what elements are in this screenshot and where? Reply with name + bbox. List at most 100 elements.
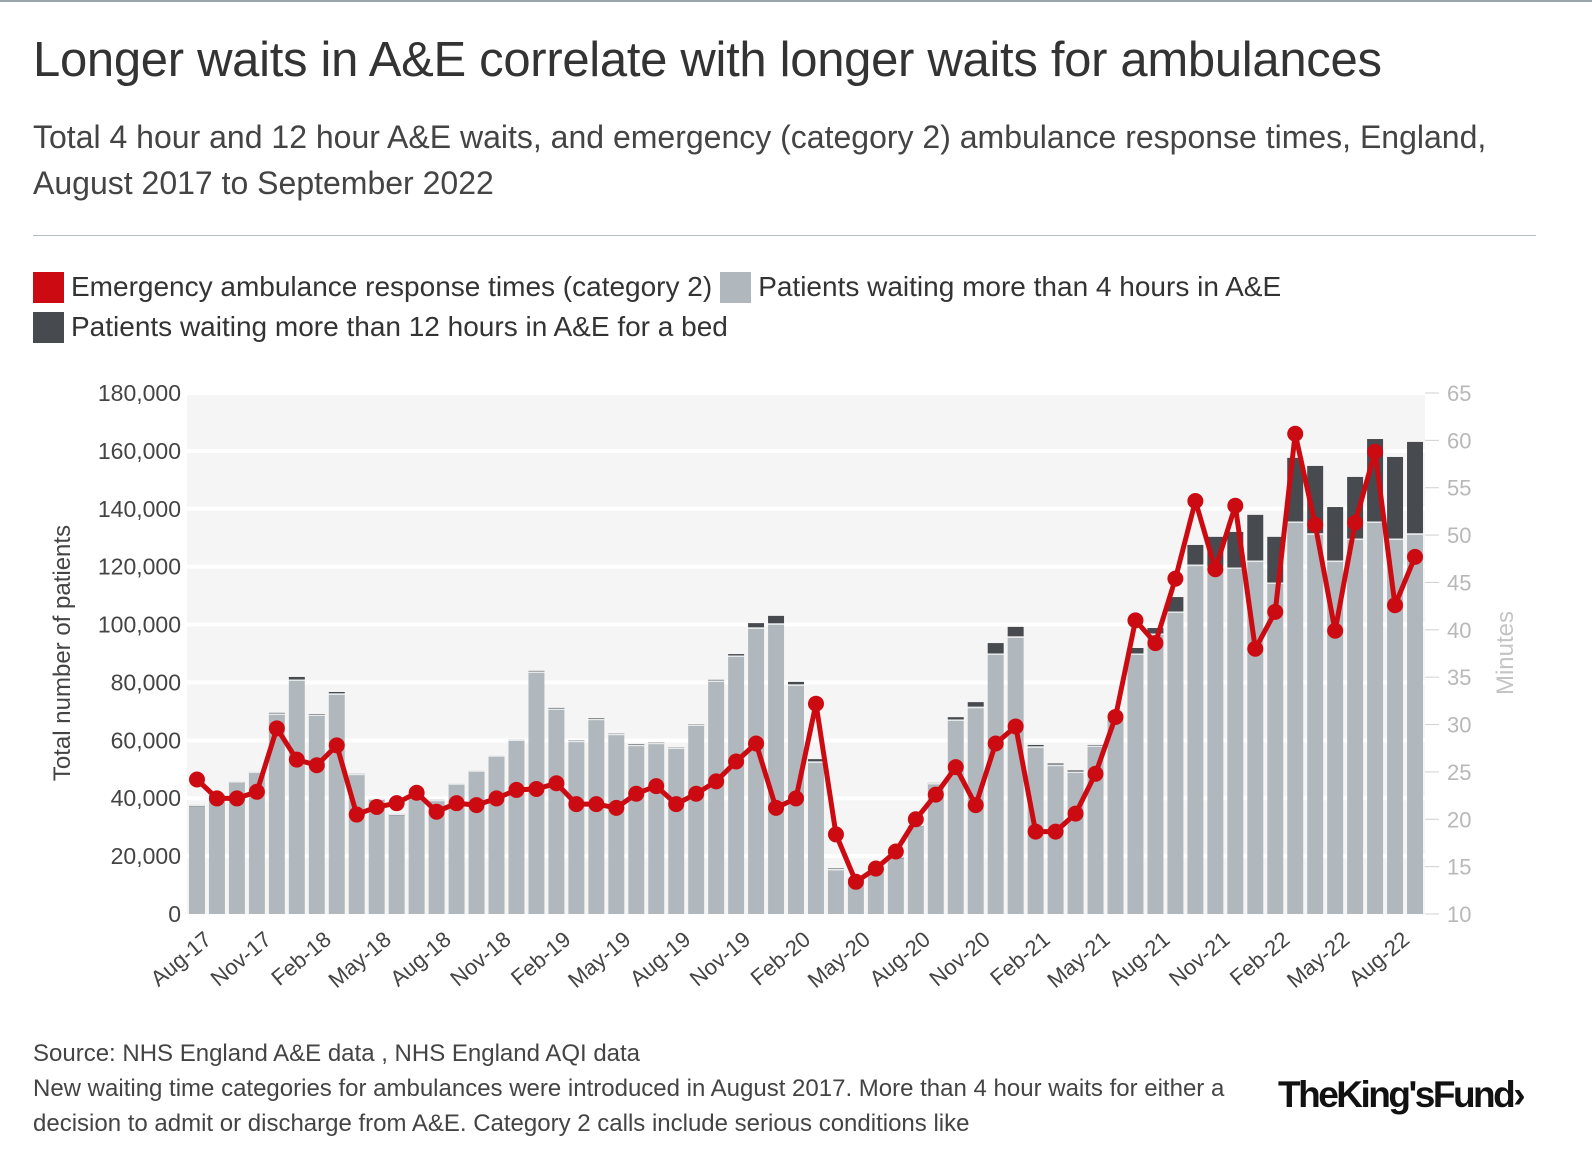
- bar-4hour: [508, 740, 525, 914]
- ambulance-point: [308, 757, 325, 774]
- y-tick-label: 180,000: [98, 380, 181, 406]
- bar-4hour: [1187, 566, 1204, 914]
- bar-4hour: [268, 714, 285, 914]
- x-tick-label: Aug-20: [865, 926, 935, 991]
- ambulance-point: [228, 790, 245, 807]
- ambulance-point: [1307, 516, 1324, 533]
- x-tick-label: Aug-18: [385, 926, 455, 991]
- bar-4hour: [468, 771, 485, 914]
- y-tick-label: 60,000: [111, 727, 181, 753]
- y-tick-label: 80,000: [111, 669, 181, 695]
- bar-4hour: [1007, 637, 1024, 914]
- ambulance-point: [907, 811, 924, 828]
- footer: Source: NHS England A&E data , NHS Engla…: [33, 1036, 1253, 1141]
- legend-item-ambulance[interactable]: Emergency ambulance response times (cate…: [33, 271, 712, 303]
- bar-4hour: [1207, 568, 1224, 914]
- y2-tick-label: 50: [1447, 523, 1471, 548]
- bar-4hour: [428, 801, 445, 914]
- ambulance-point: [1087, 765, 1104, 782]
- y2-tick-label: 45: [1447, 570, 1471, 595]
- bar-12hour: [748, 623, 765, 628]
- bar-4hour: [368, 799, 385, 914]
- ambulance-point: [1247, 640, 1264, 657]
- ambulance-point: [728, 753, 745, 770]
- y-tick-label: 0: [168, 901, 181, 927]
- legend-item-4hour[interactable]: Patients waiting more than 4 hours in A&…: [720, 271, 1281, 303]
- divider: [33, 235, 1536, 236]
- bar-12hour: [1047, 763, 1064, 765]
- y2-tick-label: 30: [1447, 713, 1471, 738]
- ambulance-point: [508, 781, 525, 798]
- bar-4hour: [688, 725, 705, 914]
- chart-subtitle: Total 4 hour and 12 hour A&E waits, and …: [33, 119, 1487, 201]
- legend-label: Emergency ambulance response times (cate…: [71, 271, 713, 302]
- x-tick-label: Nov-18: [445, 926, 515, 991]
- bar-4hour: [448, 784, 465, 914]
- bar-4hour: [568, 742, 585, 914]
- legend-label: Patients waiting more than 4 hours in A&…: [758, 271, 1282, 302]
- legend-swatch-12hour: [33, 311, 64, 343]
- bar-12hour: [328, 691, 345, 694]
- ambulance-point: [1107, 708, 1124, 725]
- ambulance-point: [528, 780, 545, 797]
- bar-12hour: [1127, 648, 1144, 654]
- ambulance-line: [188, 425, 1424, 890]
- legend-row-1: Emergency ambulance response times (cate…: [33, 271, 1289, 303]
- ambulance-point: [1267, 603, 1284, 620]
- bar-12hour: [1387, 456, 1404, 539]
- top-border: [0, 0, 1592, 2]
- y2-tick-label: 10: [1447, 902, 1471, 927]
- bar-12hour: [1007, 626, 1024, 637]
- bar-12hour: [1167, 597, 1184, 612]
- bar-12hour: [947, 717, 964, 720]
- ambulance-point: [1227, 497, 1244, 514]
- kings-fund-logo: TheKing'sFund›: [1278, 1074, 1526, 1116]
- y2-tick-label: 40: [1447, 618, 1471, 643]
- x-axis-ticks: Aug-17Nov-17Feb-18May-18Aug-18Nov-18Feb-…: [146, 926, 1414, 992]
- ambulance-point: [468, 797, 485, 814]
- bar-4hour: [1267, 584, 1284, 914]
- chevron-right-icon: ›: [1513, 1074, 1525, 1115]
- bar-4hour: [628, 746, 645, 914]
- bar-4hour: [1387, 540, 1404, 914]
- bar-12hour: [1087, 744, 1104, 746]
- ambulance-point: [548, 775, 565, 792]
- ambulance-point: [668, 796, 685, 813]
- bar-4hour: [1107, 720, 1124, 914]
- bar-12hour: [807, 759, 824, 762]
- x-tick-label: Nov-17: [206, 926, 276, 991]
- ambulance-point: [1027, 823, 1044, 840]
- ambulance-point: [688, 785, 705, 802]
- ambulance-point: [1187, 492, 1204, 509]
- ambulance-point: [588, 796, 605, 813]
- ambulance-point: [887, 843, 904, 860]
- x-tick-label: Aug-22: [1344, 926, 1414, 991]
- bar-12hour: [1147, 628, 1164, 634]
- bar-4hour: [308, 716, 325, 914]
- x-tick-label: Feb-18: [266, 926, 335, 990]
- ambulance-point: [188, 771, 205, 788]
- bar-4hour: [887, 857, 904, 914]
- bar-12hour: [548, 707, 565, 709]
- x-tick-label: Feb-19: [506, 926, 575, 990]
- ambulance-point: [288, 751, 305, 768]
- ambulance-point: [408, 784, 425, 801]
- ambulance-point: [708, 773, 725, 790]
- x-tick-label: Aug-19: [625, 926, 695, 991]
- bar-4hour: [248, 773, 265, 914]
- bar-12hour: [708, 679, 725, 681]
- y2-tick-label: 15: [1447, 855, 1471, 880]
- ambulance-point: [1067, 805, 1084, 822]
- ambulance-point: [1347, 514, 1364, 531]
- bar-4hour: [408, 797, 425, 914]
- y-tick-label: 20,000: [111, 843, 181, 869]
- legend-label: Patients waiting more than 12 hours in A…: [71, 311, 728, 342]
- bar-4hour: [228, 782, 245, 914]
- ambulance-point: [1047, 823, 1064, 840]
- legend-item-12hour[interactable]: Patients waiting more than 12 hours in A…: [33, 311, 728, 343]
- bar-4hour: [927, 784, 944, 914]
- x-tick-label: Feb-22: [1225, 926, 1294, 990]
- ambulance-point: [987, 735, 1004, 752]
- bar-12hour: [1247, 514, 1264, 561]
- x-tick-label: May-19: [563, 926, 635, 992]
